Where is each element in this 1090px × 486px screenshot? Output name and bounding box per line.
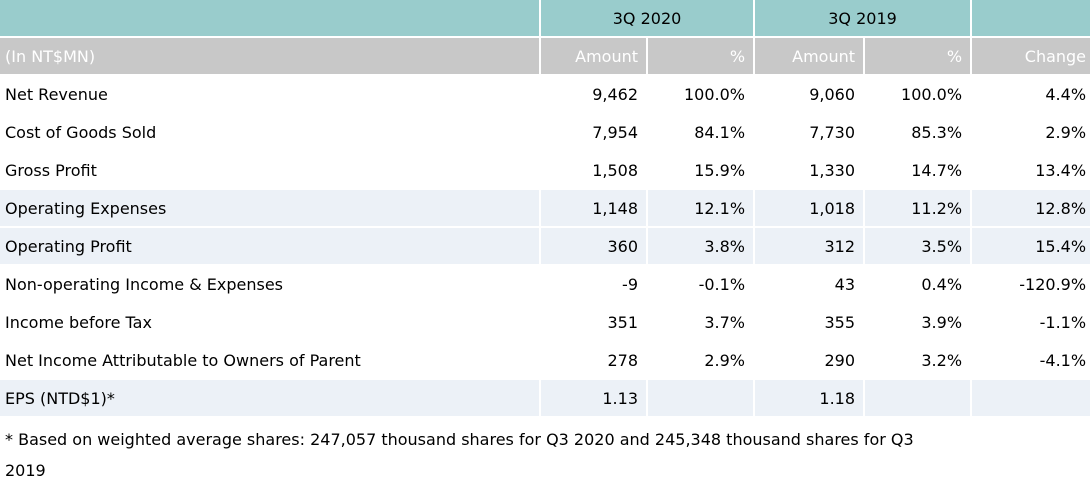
cell-pct-2019: 100.0% <box>865 76 973 114</box>
cell-amount-2020: 360 <box>541 228 648 266</box>
row-label: Net Income Attributable to Owners of Par… <box>0 342 541 380</box>
col-group-3q2019: 3Q 2019 <box>755 0 973 38</box>
col-header-amount-2019: Amount <box>755 38 866 76</box>
cell-pct-2020: 100.0% <box>648 76 756 114</box>
financial-results-table: 3Q 2020 3Q 2019 (In NT$MN) Amount % Amou… <box>0 0 1090 418</box>
cell-pct-2020: 12.1% <box>648 190 756 228</box>
col-group-3q2020: 3Q 2020 <box>541 0 756 38</box>
row-label: Cost of Goods Sold <box>0 114 541 152</box>
unit-label: (In NT$MN) <box>0 38 541 76</box>
group-header-change-spacer <box>972 0 1090 38</box>
cell-amount-2020: 1,148 <box>541 190 648 228</box>
cell-pct-2019: 11.2% <box>865 190 973 228</box>
cell-amount-2020: 1,508 <box>541 152 648 190</box>
col-header-amount-2020: Amount <box>541 38 648 76</box>
cell-amount-2020: 7,954 <box>541 114 648 152</box>
cell-pct-2020: -0.1% <box>648 266 756 304</box>
cell-change: 15.4% <box>972 228 1090 266</box>
cell-pct-2019: 3.5% <box>865 228 973 266</box>
row-label: EPS (NTD$1)* <box>0 380 541 418</box>
cell-pct-2019: 3.9% <box>865 304 973 342</box>
col-header-change: Change <box>972 38 1090 76</box>
cell-change: 4.4% <box>972 76 1090 114</box>
cell-amount-2019: 290 <box>755 342 866 380</box>
table-row: Gross Profit 1,508 15.9% 1,330 14.7% 13.… <box>0 152 1090 190</box>
row-label: Gross Profit <box>0 152 541 190</box>
table-row: Income before Tax 351 3.7% 355 3.9% -1.1… <box>0 304 1090 342</box>
cell-pct-2019: 14.7% <box>865 152 973 190</box>
cell-pct-2020: 2.9% <box>648 342 756 380</box>
col-header-pct-2020: % <box>648 38 756 76</box>
table-row: Non-operating Income & Expenses -9 -0.1%… <box>0 266 1090 304</box>
cell-amount-2019: 1,330 <box>755 152 866 190</box>
cell-change: -4.1% <box>972 342 1090 380</box>
cell-amount-2020: 1.13 <box>541 380 648 418</box>
footnote: * Based on weighted average shares: 247,… <box>5 430 914 480</box>
row-label: Operating Profit <box>0 228 541 266</box>
cell-pct-2019: 3.2% <box>865 342 973 380</box>
cell-pct-2019: 85.3% <box>865 114 973 152</box>
cell-pct-2020: 15.9% <box>648 152 756 190</box>
table-row: Operating Expenses 1,148 12.1% 1,018 11.… <box>0 190 1090 228</box>
cell-amount-2020: 351 <box>541 304 648 342</box>
table-row: Net Revenue 9,462 100.0% 9,060 100.0% 4.… <box>0 76 1090 114</box>
col-header-pct-2019: % <box>865 38 973 76</box>
row-label: Net Revenue <box>0 76 541 114</box>
cell-pct-2020: 3.7% <box>648 304 756 342</box>
cell-change: -1.1% <box>972 304 1090 342</box>
row-label: Non-operating Income & Expenses <box>0 266 541 304</box>
row-label: Income before Tax <box>0 304 541 342</box>
group-header-spacer <box>0 0 541 38</box>
cell-amount-2020: 278 <box>541 342 648 380</box>
cell-amount-2019: 1.18 <box>755 380 866 418</box>
table-row: Net Income Attributable to Owners of Par… <box>0 342 1090 380</box>
cell-amount-2019: 355 <box>755 304 866 342</box>
cell-pct-2020: 3.8% <box>648 228 756 266</box>
cell-change: 2.9% <box>972 114 1090 152</box>
cell-amount-2019: 312 <box>755 228 866 266</box>
table-row: Operating Profit 360 3.8% 312 3.5% 15.4% <box>0 228 1090 266</box>
group-header-row: 3Q 2020 3Q 2019 <box>0 0 1090 38</box>
cell-change: 13.4% <box>972 152 1090 190</box>
cell-amount-2019: 43 <box>755 266 866 304</box>
column-header-row: (In NT$MN) Amount % Amount % Change <box>0 38 1090 76</box>
cell-change: -120.9% <box>972 266 1090 304</box>
row-label: Operating Expenses <box>0 190 541 228</box>
cell-change: 12.8% <box>972 190 1090 228</box>
cell-pct-2020: 84.1% <box>648 114 756 152</box>
table-row: Cost of Goods Sold 7,954 84.1% 7,730 85.… <box>0 114 1090 152</box>
cell-pct-2019: 0.4% <box>865 266 973 304</box>
table-row: EPS (NTD$1)* 1.13 1.18 <box>0 380 1090 418</box>
cell-amount-2019: 9,060 <box>755 76 866 114</box>
cell-amount-2020: 9,462 <box>541 76 648 114</box>
cell-amount-2019: 7,730 <box>755 114 866 152</box>
cell-pct-2020 <box>648 380 756 418</box>
cell-change <box>972 380 1090 418</box>
cell-pct-2019 <box>865 380 973 418</box>
cell-amount-2019: 1,018 <box>755 190 866 228</box>
cell-amount-2020: -9 <box>541 266 648 304</box>
